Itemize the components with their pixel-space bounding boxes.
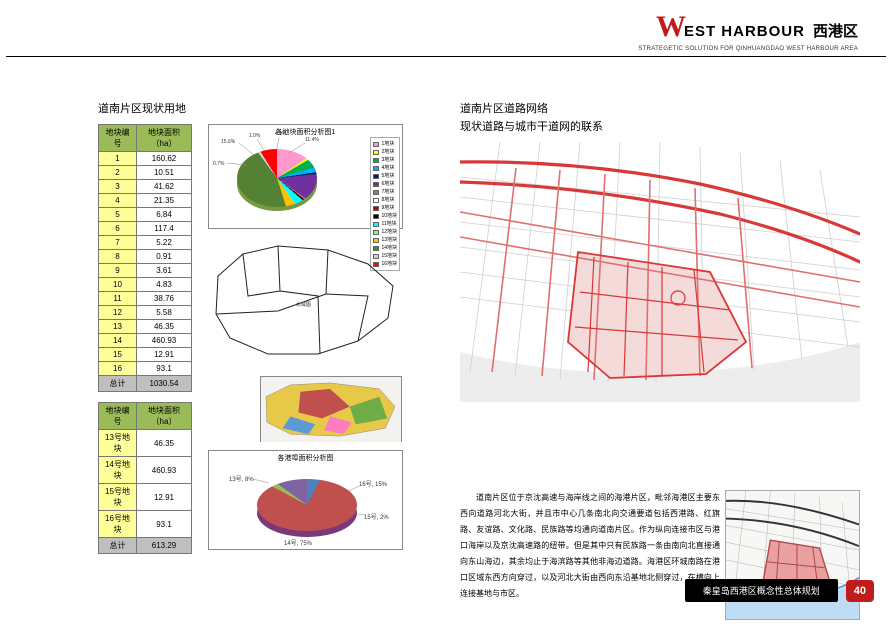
table-row: 16号地块 xyxy=(99,511,137,538)
table-row: 16 xyxy=(99,362,137,376)
t1-total-label: 总计 xyxy=(99,376,137,392)
footer: 秦皇岛西港区概念性总体规划 40 xyxy=(685,579,874,602)
right-column: 道南片区道路网络 现状道路与城市干道网的联系 xyxy=(460,100,860,402)
table-row: 7 xyxy=(99,236,137,250)
left-title: 道南片区现状用地 xyxy=(98,100,408,116)
pie-chart-1: 各地块面积分析图1 1地块2地块3地块4地块5地块6地块7地块8地块9地块10地… xyxy=(208,124,403,229)
svg-text:15.6%: 15.6% xyxy=(221,139,236,145)
table-row: 14号地块 xyxy=(99,457,137,484)
table-row: 10 xyxy=(99,278,137,292)
paragraph: 道南片区位于京沈高速与海岸线之间的海港片区，毗邻海港区主要东西向道路河北大街，并… xyxy=(460,490,720,602)
table-row: 13号地块 xyxy=(99,430,137,457)
svg-text:1.0%: 1.0% xyxy=(249,133,261,139)
table-row: 6 xyxy=(99,222,137,236)
th2-id: 地块编号 xyxy=(99,403,137,430)
th-area: 地块面积（ha） xyxy=(137,125,192,152)
svg-text:0.7%: 0.7% xyxy=(213,161,225,167)
t1-total-val: 1030.54 xyxy=(137,376,192,392)
pie-chart-2: 各港埠面积分析图 13号, 8%16号, 15% 15号, 2%14号, 75% xyxy=(208,450,403,550)
svg-text:4.0%: 4.0% xyxy=(275,131,287,137)
svg-text:15号, 2%: 15号, 2% xyxy=(364,514,389,521)
table-row: 5 xyxy=(99,208,137,222)
t2-total-val: 613.29 xyxy=(137,538,192,554)
th2-area: 地块面积（ha） xyxy=(137,403,192,430)
svg-text:14号, 75%: 14号, 75% xyxy=(284,540,313,547)
page-header: WEST HARBOUR 西港区 STRATEGETIC SOLUTION FO… xyxy=(638,10,858,52)
table-row: 4 xyxy=(99,194,137,208)
logo-cn: 西港区 xyxy=(813,20,858,41)
th-id: 地块编号 xyxy=(99,125,137,152)
pie2-labels: 13号, 8% 16号, 15% 15号, 2% 14号, 75% xyxy=(209,451,404,551)
logo-line: WEST HARBOUR 西港区 xyxy=(638,10,858,44)
t2-total-label: 总计 xyxy=(99,538,137,554)
table-row: 15号地块 xyxy=(99,484,137,511)
footer-title: 秦皇岛西港区概念性总体规划 xyxy=(685,579,838,602)
road-network-map xyxy=(460,142,860,402)
table-row: 13 xyxy=(99,320,137,334)
zoning-mini xyxy=(260,376,402,442)
pie1-callouts: 15.6% 1.0% 4.0% 11.4% 0.7% xyxy=(209,125,359,230)
table-row: 14 xyxy=(99,334,137,348)
logo-w: WEST HARBOUR xyxy=(656,10,805,44)
table-row: 11 xyxy=(99,292,137,306)
svg-text:11.4%: 11.4% xyxy=(305,137,319,143)
land-table-2: 地块编号 地块面积（ha） 13号地块46.3514号地块460.9315号地块… xyxy=(98,402,192,554)
right-title: 道南片区道路网络 xyxy=(460,100,860,116)
table-row: 3 xyxy=(99,180,137,194)
table-row: 9 xyxy=(99,264,137,278)
right-sub: 现状道路与城市干道网的联系 xyxy=(460,118,860,134)
table-row: 15 xyxy=(99,348,137,362)
table-row: 2 xyxy=(99,166,137,180)
land-table-1: 地块编号 地块面积（ha） 1160.62210.51341.62421.355… xyxy=(98,124,192,392)
svg-text:水域图: 水域图 xyxy=(296,301,311,308)
svg-text:13号, 8%: 13号, 8% xyxy=(229,476,254,483)
header-subtitle: STRATEGETIC SOLUTION FOR QINHUANGDAO WES… xyxy=(638,46,858,52)
table-row: 1 xyxy=(99,152,137,166)
description-text: 道南片区位于京沈高速与海岸线之间的海港片区，毗邻海港区主要东西向道路河北大街，并… xyxy=(460,490,720,602)
table-row: 8 xyxy=(99,250,137,264)
parcel-sketch: 水域图 xyxy=(208,236,403,366)
svg-text:16号, 15%: 16号, 15% xyxy=(359,481,388,488)
table-row: 12 xyxy=(99,306,137,320)
header-rule xyxy=(6,56,886,57)
page-number: 40 xyxy=(846,580,874,602)
